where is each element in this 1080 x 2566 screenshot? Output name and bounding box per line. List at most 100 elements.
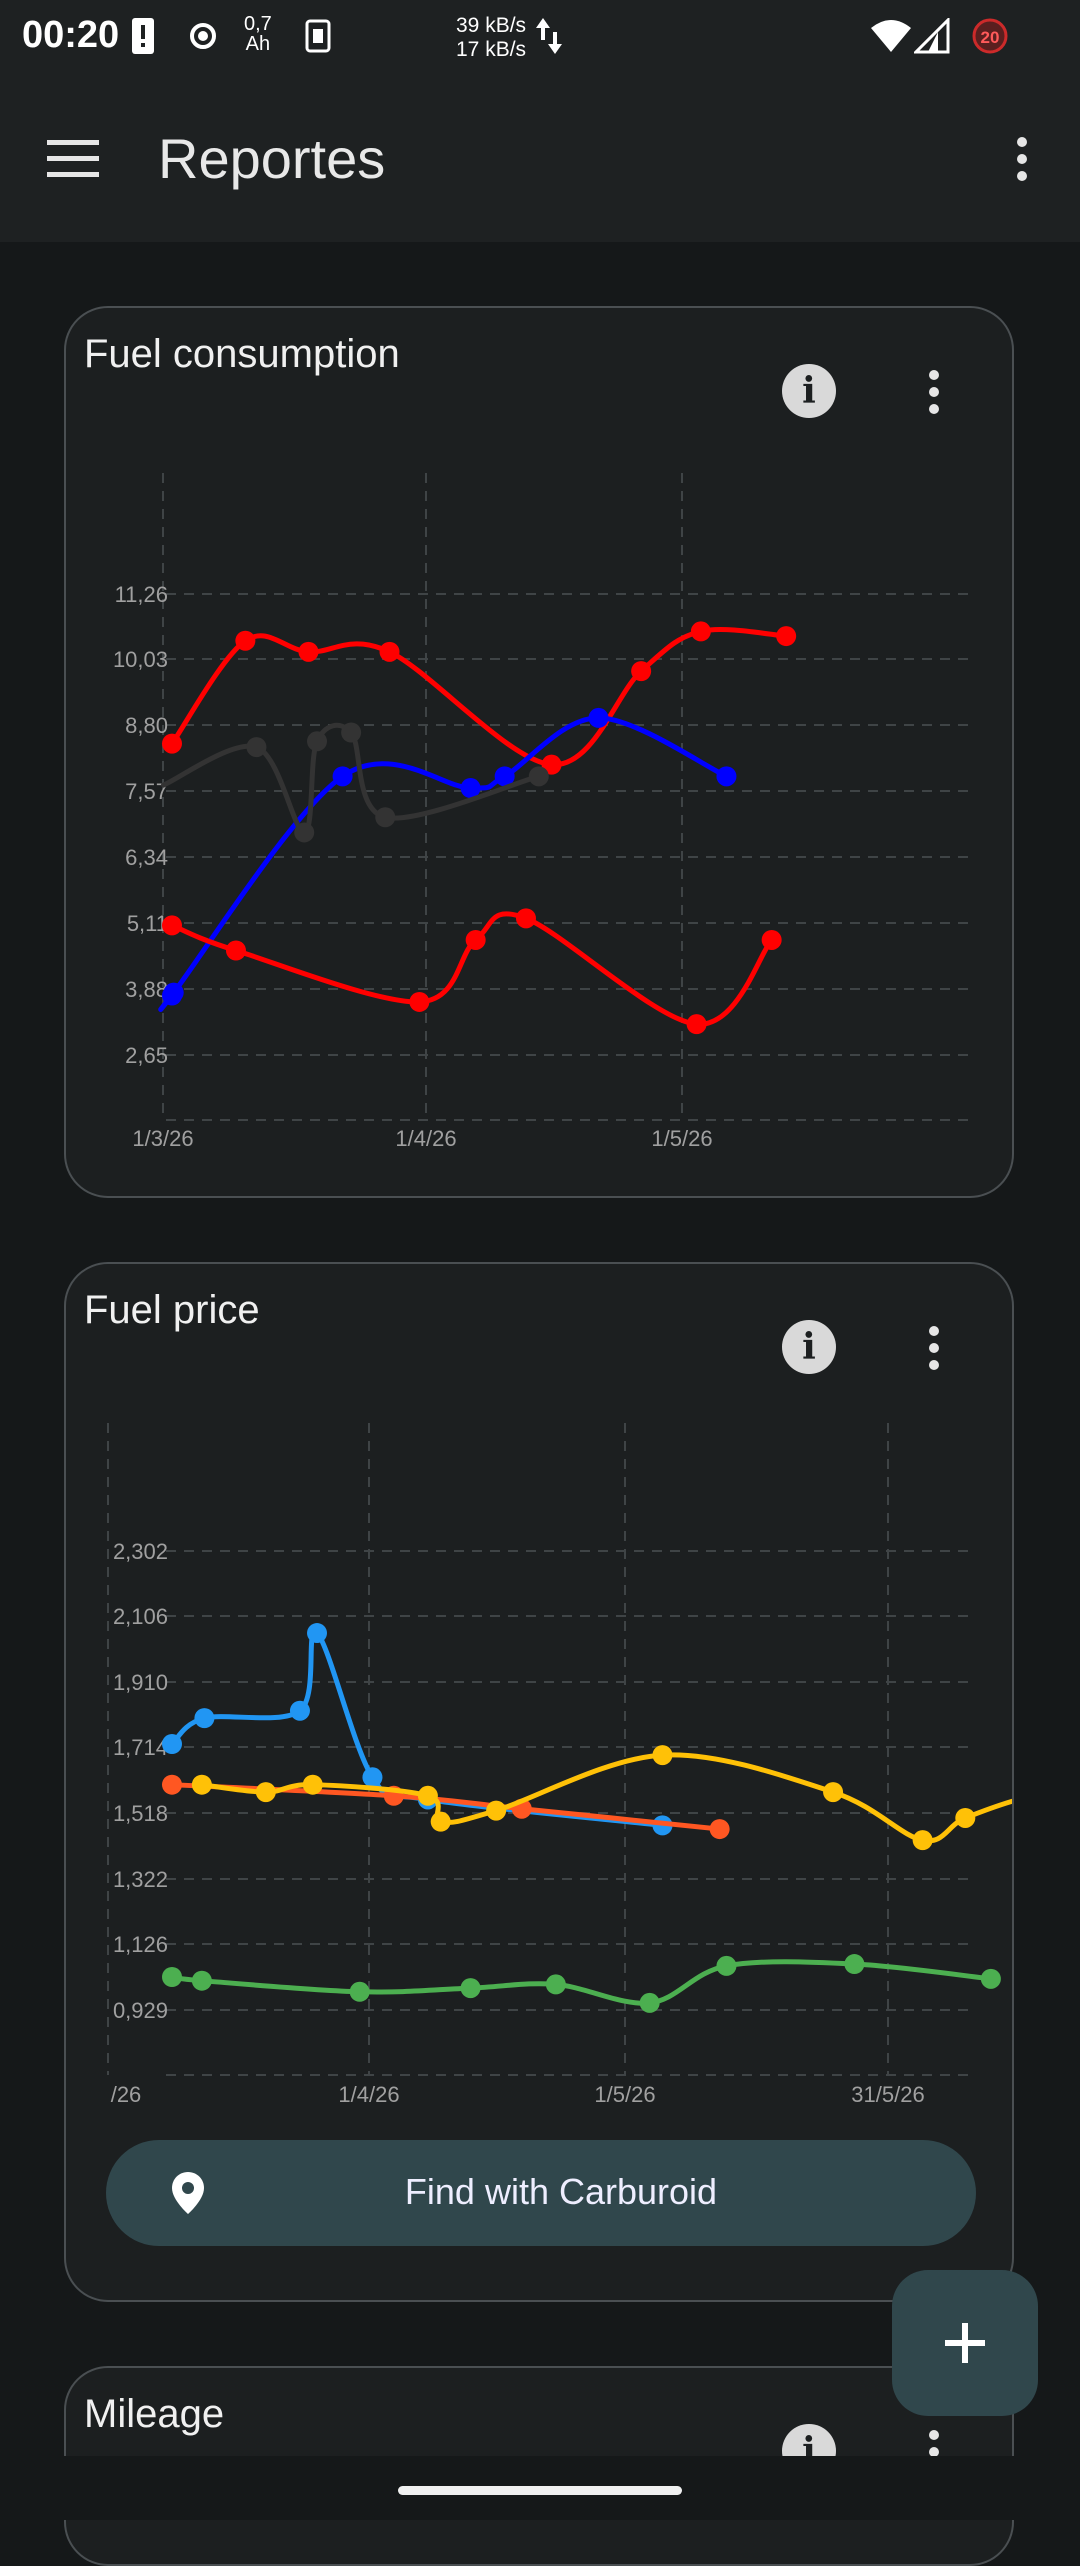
- y-tick-label: 1,322: [113, 1867, 168, 1892]
- y-tick-label: 1,126: [113, 1932, 168, 1957]
- data-point[interactable]: [545, 1974, 566, 1995]
- data-point[interactable]: [515, 908, 536, 929]
- data-point[interactable]: [776, 626, 797, 647]
- series-line-2: [199, 1752, 1012, 1844]
- data-point[interactable]: [528, 766, 549, 787]
- y-tick-label: 6,34: [125, 845, 168, 870]
- status-time: 00:20: [22, 14, 120, 56]
- data-point[interactable]: [255, 1782, 276, 1803]
- y-tick-label: 2,106: [113, 1604, 168, 1629]
- find-button-label: Find with Carburoid: [404, 2171, 718, 2212]
- data-point[interactable]: [162, 733, 182, 754]
- wifi-icon: [870, 18, 912, 59]
- data-point[interactable]: [631, 661, 652, 682]
- signal-icon: [912, 16, 952, 59]
- notification-count-icon: 20: [970, 16, 1010, 61]
- home-indicator[interactable]: [398, 2486, 682, 2495]
- data-point[interactable]: [194, 1708, 215, 1729]
- data-point[interactable]: [163, 982, 184, 1003]
- data-point[interactable]: [294, 822, 315, 843]
- data-point[interactable]: [639, 1992, 660, 2013]
- data-point[interactable]: [162, 1774, 182, 1795]
- data-point[interactable]: [761, 929, 782, 950]
- net-down-text: 17 kB/s: [456, 38, 527, 61]
- data-point[interactable]: [341, 722, 362, 743]
- data-point[interactable]: [417, 1785, 438, 1806]
- app-bar: Reportes: [0, 76, 1080, 242]
- data-point[interactable]: [541, 754, 562, 775]
- data-point[interactable]: [246, 737, 267, 758]
- data-point[interactable]: [289, 1700, 310, 1721]
- data-point[interactable]: [912, 1830, 933, 1851]
- network-speed: 39 kB/s 17 kB/s: [456, 14, 526, 62]
- x-tick-label: 1/5/26: [594, 2082, 655, 2107]
- y-tick-label: 0,929: [113, 1998, 168, 2023]
- data-point[interactable]: [362, 1767, 383, 1788]
- data-point[interactable]: [686, 1014, 707, 1035]
- x-tick-label: 1/5/26: [651, 1126, 712, 1151]
- info-icon[interactable]: i: [782, 364, 836, 418]
- more-vert-icon[interactable]: [1002, 128, 1042, 190]
- data-point[interactable]: [191, 1970, 212, 1991]
- notification-count: 20: [981, 28, 1000, 47]
- data-point[interactable]: [690, 621, 711, 642]
- page-title: Reportes: [158, 127, 386, 190]
- data-point[interactable]: [307, 1623, 328, 1644]
- data-point[interactable]: [823, 1782, 844, 1803]
- data-point[interactable]: [379, 641, 400, 662]
- data-point[interactable]: [409, 991, 430, 1012]
- info-icon[interactable]: i: [782, 1320, 836, 1374]
- data-point[interactable]: [162, 1966, 182, 1987]
- hamburger-menu-icon[interactable]: [40, 130, 106, 188]
- card-more-icon[interactable]: [914, 1318, 954, 1378]
- data-point[interactable]: [430, 1811, 451, 1832]
- data-point[interactable]: [588, 707, 609, 728]
- series-line-1: [158, 715, 729, 1012]
- data-point[interactable]: [162, 1734, 182, 1755]
- y-tick-label: 2,65: [125, 1043, 168, 1068]
- data-point[interactable]: [652, 1745, 673, 1766]
- data-point[interactable]: [332, 766, 353, 787]
- y-tick-label: 7,57: [125, 779, 168, 804]
- data-point[interactable]: [494, 766, 515, 787]
- data-point[interactable]: [225, 940, 246, 961]
- add-fab-button[interactable]: [892, 2270, 1038, 2416]
- data-point[interactable]: [235, 630, 256, 651]
- data-point[interactable]: [460, 778, 481, 799]
- fuel-consumption-chart: 11,26 10,03 8,80 7,57 6,34 5,11 3,88 2,65 1/3/26…: [113, 473, 976, 1151]
- data-point[interactable]: [349, 1981, 370, 2002]
- data-point[interactable]: [465, 929, 486, 950]
- fuel-price-card: Fuel price i 2,302 2,106 1,910 1,714 1,518 1,…: [64, 1262, 1014, 2302]
- add-icon: [945, 2323, 985, 2363]
- radio-icon: [188, 18, 218, 59]
- data-point[interactable]: [709, 1819, 730, 1840]
- data-point[interactable]: [716, 1955, 737, 1976]
- data-point[interactable]: [486, 1800, 507, 1821]
- mileage-title: Mileage: [84, 2392, 225, 2436]
- y-tick-label: 1,910: [113, 1670, 168, 1695]
- sim-icon: [304, 18, 332, 59]
- x-tick-label: /26: [111, 2082, 142, 2107]
- data-point[interactable]: [980, 1968, 1001, 1989]
- data-point[interactable]: [716, 766, 737, 787]
- data-point[interactable]: [162, 915, 182, 936]
- y-tick-label: 1,714: [113, 1735, 168, 1760]
- data-transfer-icon: [534, 16, 564, 61]
- data-point[interactable]: [191, 1774, 212, 1795]
- card-more-icon[interactable]: [914, 362, 954, 422]
- data-point[interactable]: [460, 1978, 481, 1999]
- data-point[interactable]: [375, 807, 396, 828]
- data-point[interactable]: [844, 1954, 865, 1975]
- y-tick-label: 10,03: [113, 647, 168, 672]
- data-point[interactable]: [302, 1774, 323, 1795]
- data-point[interactable]: [307, 731, 328, 752]
- data-point[interactable]: [955, 1807, 976, 1828]
- y-tick-label: 8,80: [125, 713, 168, 738]
- fuel-price-chart: 2,302 2,106 1,910 1,714 1,518 1,322 1,126 0,929…: [107, 1423, 1012, 2107]
- fuel-consumption-title: Fuel consumption: [84, 332, 400, 376]
- x-tick-label: 31/5/26: [851, 2082, 924, 2107]
- find-with-carburoid-button[interactable]: Find with Carburoid: [106, 2140, 976, 2246]
- net-up-text: 39 kB/s: [456, 14, 527, 37]
- data-point[interactable]: [298, 641, 319, 662]
- alert-icon: [130, 18, 156, 59]
